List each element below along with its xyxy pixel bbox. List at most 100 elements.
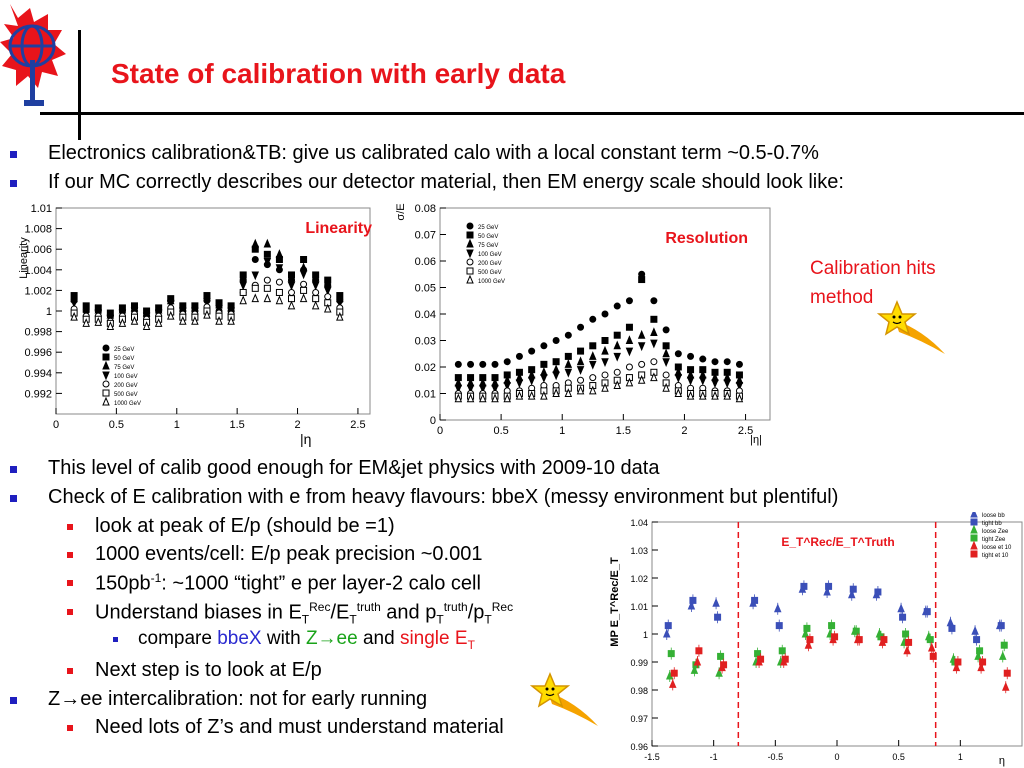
bullet-item: This level of calib good enough for EM&j… [10,457,659,480]
data-point [239,295,247,305]
data-point [491,393,499,403]
data-point [638,360,646,368]
data-point [778,647,786,655]
sub-bullet-item: 150pb-1: ~1000 “tight” e per layer-2 cal… [67,571,481,596]
data-point [828,622,836,630]
data-point [662,371,670,379]
legend-entry: 100 GeV [114,374,138,380]
data-point [625,363,633,371]
data-point [998,651,1007,660]
data-point [515,379,524,389]
data-point [662,342,670,350]
data-point [662,348,670,358]
data-point [491,360,499,368]
data-point [699,355,707,363]
data-point [540,390,548,400]
data-point [503,382,511,391]
x-tick-label: 1 [958,752,963,762]
data-point [973,636,981,644]
legend-entry: 1000 GeV [114,401,141,407]
data-point [299,270,308,280]
data-point [454,384,463,394]
linearity-y-ticks: 1.01 1.008 1.006 1.004 1.002 1 0.998 0.996 0.994… [24,203,62,400]
data-point [287,300,296,310]
eta-axis-label: |η [300,431,312,447]
data-point [82,318,90,327]
data-point [491,384,499,394]
data-point [720,661,728,669]
data-point [735,382,744,391]
data-point [215,316,223,325]
legend-entry: 25 GeV [114,347,134,353]
y-tick-label: 1.004 [24,265,52,277]
data-point [275,288,283,296]
bullet-item: Z→ee intercalibration: not for early run… [10,688,427,711]
y-tick-label: 0.02 [415,362,436,374]
data-point [650,358,658,366]
data-point [179,316,187,325]
bullet-text: If our MC correctly describes our detect… [48,171,844,193]
data-point [723,358,731,366]
bullet-text: Electronics calibration&TB: give us cali… [48,142,819,164]
data-point [757,655,765,663]
legend-marker [970,518,978,526]
data-point [926,636,934,644]
data-point [203,309,211,319]
data-point [287,272,296,282]
calibration-note-line: method [810,287,874,308]
data-point [689,596,697,604]
data-point [674,388,683,397]
legend-entry: loose Zee [982,529,1009,535]
superscript: truth [443,600,468,614]
data-point [503,358,511,366]
sub-bullet-item: 1000 events/cell: E/p peak precision ~0.… [67,543,482,566]
x-tick-label: 2 [681,425,687,437]
y-tick-label: 1.002 [24,285,52,297]
et-ratio-x-label: η [999,755,1005,767]
data-point [693,656,702,666]
data-point [239,288,247,296]
data-point [948,624,956,632]
et-ratio-title: E_T^Rec/E_T^Truth [781,535,894,549]
data-point [323,277,332,287]
data-point [552,337,560,344]
data-point [251,256,259,263]
data-point [754,650,762,658]
data-point [601,371,609,379]
data-point [699,376,707,386]
data-point [803,624,811,632]
superscript: truth [356,600,381,614]
x-tick-label: -1.5 [644,752,660,762]
data-point [275,278,283,286]
bullet-marker [67,524,73,530]
zee-text: Z→ee [305,628,358,649]
legend-entry: 500 GeV [478,270,502,276]
y-tick-label: 1 [46,306,52,318]
superscript: Rec [309,600,331,614]
legend-entry: loose et 10 [982,545,1012,551]
data-point [855,636,863,644]
data-point [849,585,857,593]
legend-marker [466,258,474,266]
y-tick-label: 0.998 [24,327,52,339]
subscript: T [301,612,310,627]
legend-marker [970,512,978,518]
et-ratio-y-label: MP E_T^Rec/E_T [609,557,621,647]
data-point [275,295,284,305]
legend-marker [102,360,110,370]
data-point [576,356,585,366]
data-point [288,288,295,296]
data-point [775,622,783,630]
legend-marker [466,222,474,230]
legend-entry: loose bb [982,513,1005,519]
bullet-item: If our MC correctly describes our detect… [10,171,844,194]
data-point [515,390,524,400]
y-tick-label: 0.996 [24,347,52,359]
y-tick-label: 0.03 [415,336,436,348]
data-point [923,608,931,616]
data-point [312,288,320,296]
data-point [880,636,888,644]
data-point [300,286,308,294]
data-point [831,633,839,641]
